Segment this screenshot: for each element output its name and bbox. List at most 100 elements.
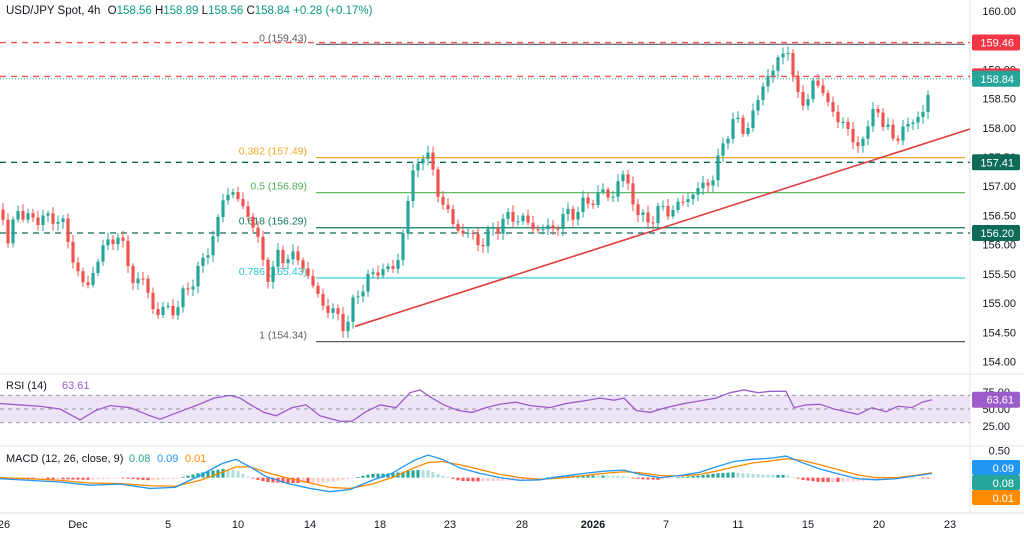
- macd-histogram-bar: [736, 472, 740, 478]
- candle-body: [506, 211, 510, 219]
- macd-histogram-bar: [856, 477, 860, 482]
- macd-histogram-bar: [661, 477, 665, 480]
- price-tick-label: 158.50: [982, 94, 1016, 106]
- macd-histogram-bar: [326, 477, 330, 483]
- macd-histogram-bar: [246, 476, 250, 478]
- macd-histogram-bar: [741, 473, 745, 478]
- price-label-text: 156.20: [980, 228, 1014, 240]
- macd-histogram-bar: [386, 473, 390, 478]
- candle-body: [76, 262, 80, 272]
- macd-histogram-bar: [351, 477, 355, 479]
- candle-body: [916, 116, 920, 123]
- macd-histogram-bar: [181, 476, 185, 478]
- high-value: 158.89: [163, 5, 199, 17]
- macd-histogram-bar: [56, 477, 60, 480]
- macd-histogram-bar: [141, 477, 145, 480]
- macd-histogram-bar: [121, 477, 125, 479]
- time-tick-label: 23: [444, 519, 456, 531]
- candle-body: [536, 229, 540, 231]
- fib-level-label: 0 (159.43): [259, 32, 307, 44]
- candle-body: [116, 237, 120, 245]
- macd-histogram-bar: [751, 473, 755, 478]
- macd-histogram-bar: [601, 475, 605, 478]
- candle-body: [236, 192, 240, 200]
- candle-body: [256, 227, 260, 237]
- macd-histogram-bar: [221, 469, 225, 478]
- candle-body: [346, 321, 350, 332]
- macd-histogram-bar: [441, 475, 445, 478]
- macd-histogram-bar: [191, 474, 195, 478]
- macd-histogram-bar: [106, 477, 110, 479]
- fib-level-label: 1 (154.34): [259, 330, 307, 342]
- macd-histogram-bar: [776, 474, 780, 478]
- rsi-line: [0, 389, 933, 422]
- candle-body: [781, 53, 785, 58]
- candle-body: [926, 95, 930, 112]
- candle-body: [901, 126, 905, 141]
- macd-histogram-bar: [721, 472, 725, 478]
- price-tick-label: 154.50: [982, 327, 1016, 339]
- candle-body: [101, 245, 105, 262]
- time-tick-label: 14: [304, 519, 316, 531]
- macd-label-box: [972, 460, 1020, 475]
- candle-body: [421, 158, 425, 164]
- macd-histogram-bar: [416, 470, 420, 478]
- macd-histogram-bar: [436, 473, 440, 478]
- candle-body: [886, 124, 890, 127]
- macd-histogram-bar: [161, 477, 165, 480]
- candle-body: [586, 197, 590, 204]
- candle-body: [46, 213, 50, 216]
- macd-tick-label: 0.50: [989, 446, 1010, 458]
- macd-histogram-bar: [516, 477, 520, 481]
- macd-histogram-bar: [196, 473, 200, 478]
- candle-body: [701, 182, 705, 189]
- macd-histogram-bar: [456, 477, 460, 481]
- candle-body: [661, 205, 665, 207]
- candle-body: [461, 230, 465, 234]
- macd-histogram-bar: [646, 477, 650, 480]
- candle-body: [871, 109, 875, 127]
- candle-body: [876, 109, 880, 113]
- candle-body: [321, 293, 325, 306]
- macd-histogram-bar: [831, 477, 835, 482]
- candle-body: [696, 188, 700, 195]
- candle-body: [546, 225, 550, 230]
- macd-histogram-bar: [336, 477, 340, 481]
- candle-body: [261, 236, 265, 260]
- macd-histogram-bar: [821, 477, 825, 482]
- macd-histogram-bar: [616, 475, 620, 478]
- macd-histogram-bar: [706, 474, 710, 478]
- macd-histogram-bar: [746, 473, 750, 478]
- candle-body: [581, 197, 585, 213]
- candle-body: [36, 217, 40, 225]
- macd-histogram-bar: [906, 477, 910, 479]
- macd-histogram-bar: [651, 477, 655, 480]
- candle-body: [896, 138, 900, 141]
- candle-body: [796, 75, 800, 92]
- symbol-header: USD/JPY Spot, 4h O158.56 H158.89 L158.56…: [6, 5, 372, 17]
- macd-histogram-bar: [321, 477, 325, 483]
- candle-body: [476, 234, 480, 246]
- macd-histogram-bar: [766, 474, 770, 478]
- candle-body: [286, 259, 290, 264]
- candle-body: [486, 228, 490, 247]
- open-value: 158.56: [116, 5, 152, 17]
- candle-body: [361, 291, 365, 297]
- candle-body: [816, 80, 820, 86]
- candle-body: [391, 266, 395, 269]
- candle-body: [671, 210, 675, 217]
- candle-body: [16, 211, 20, 220]
- macd-histogram-bar: [876, 477, 880, 480]
- candle-body: [641, 212, 645, 215]
- macd-histogram-bar: [356, 476, 360, 478]
- candle-body: [241, 199, 245, 207]
- macd-histogram-bar: [536, 477, 540, 479]
- macd-histogram-bar: [256, 477, 260, 480]
- candle-body: [336, 308, 340, 314]
- macd-histogram-bar: [621, 476, 625, 478]
- macd-histogram-bar: [791, 477, 795, 478]
- candle-body: [386, 266, 390, 270]
- symbol-title: USD/JPY Spot, 4h: [6, 5, 101, 17]
- macd-histogram-bar: [676, 477, 680, 479]
